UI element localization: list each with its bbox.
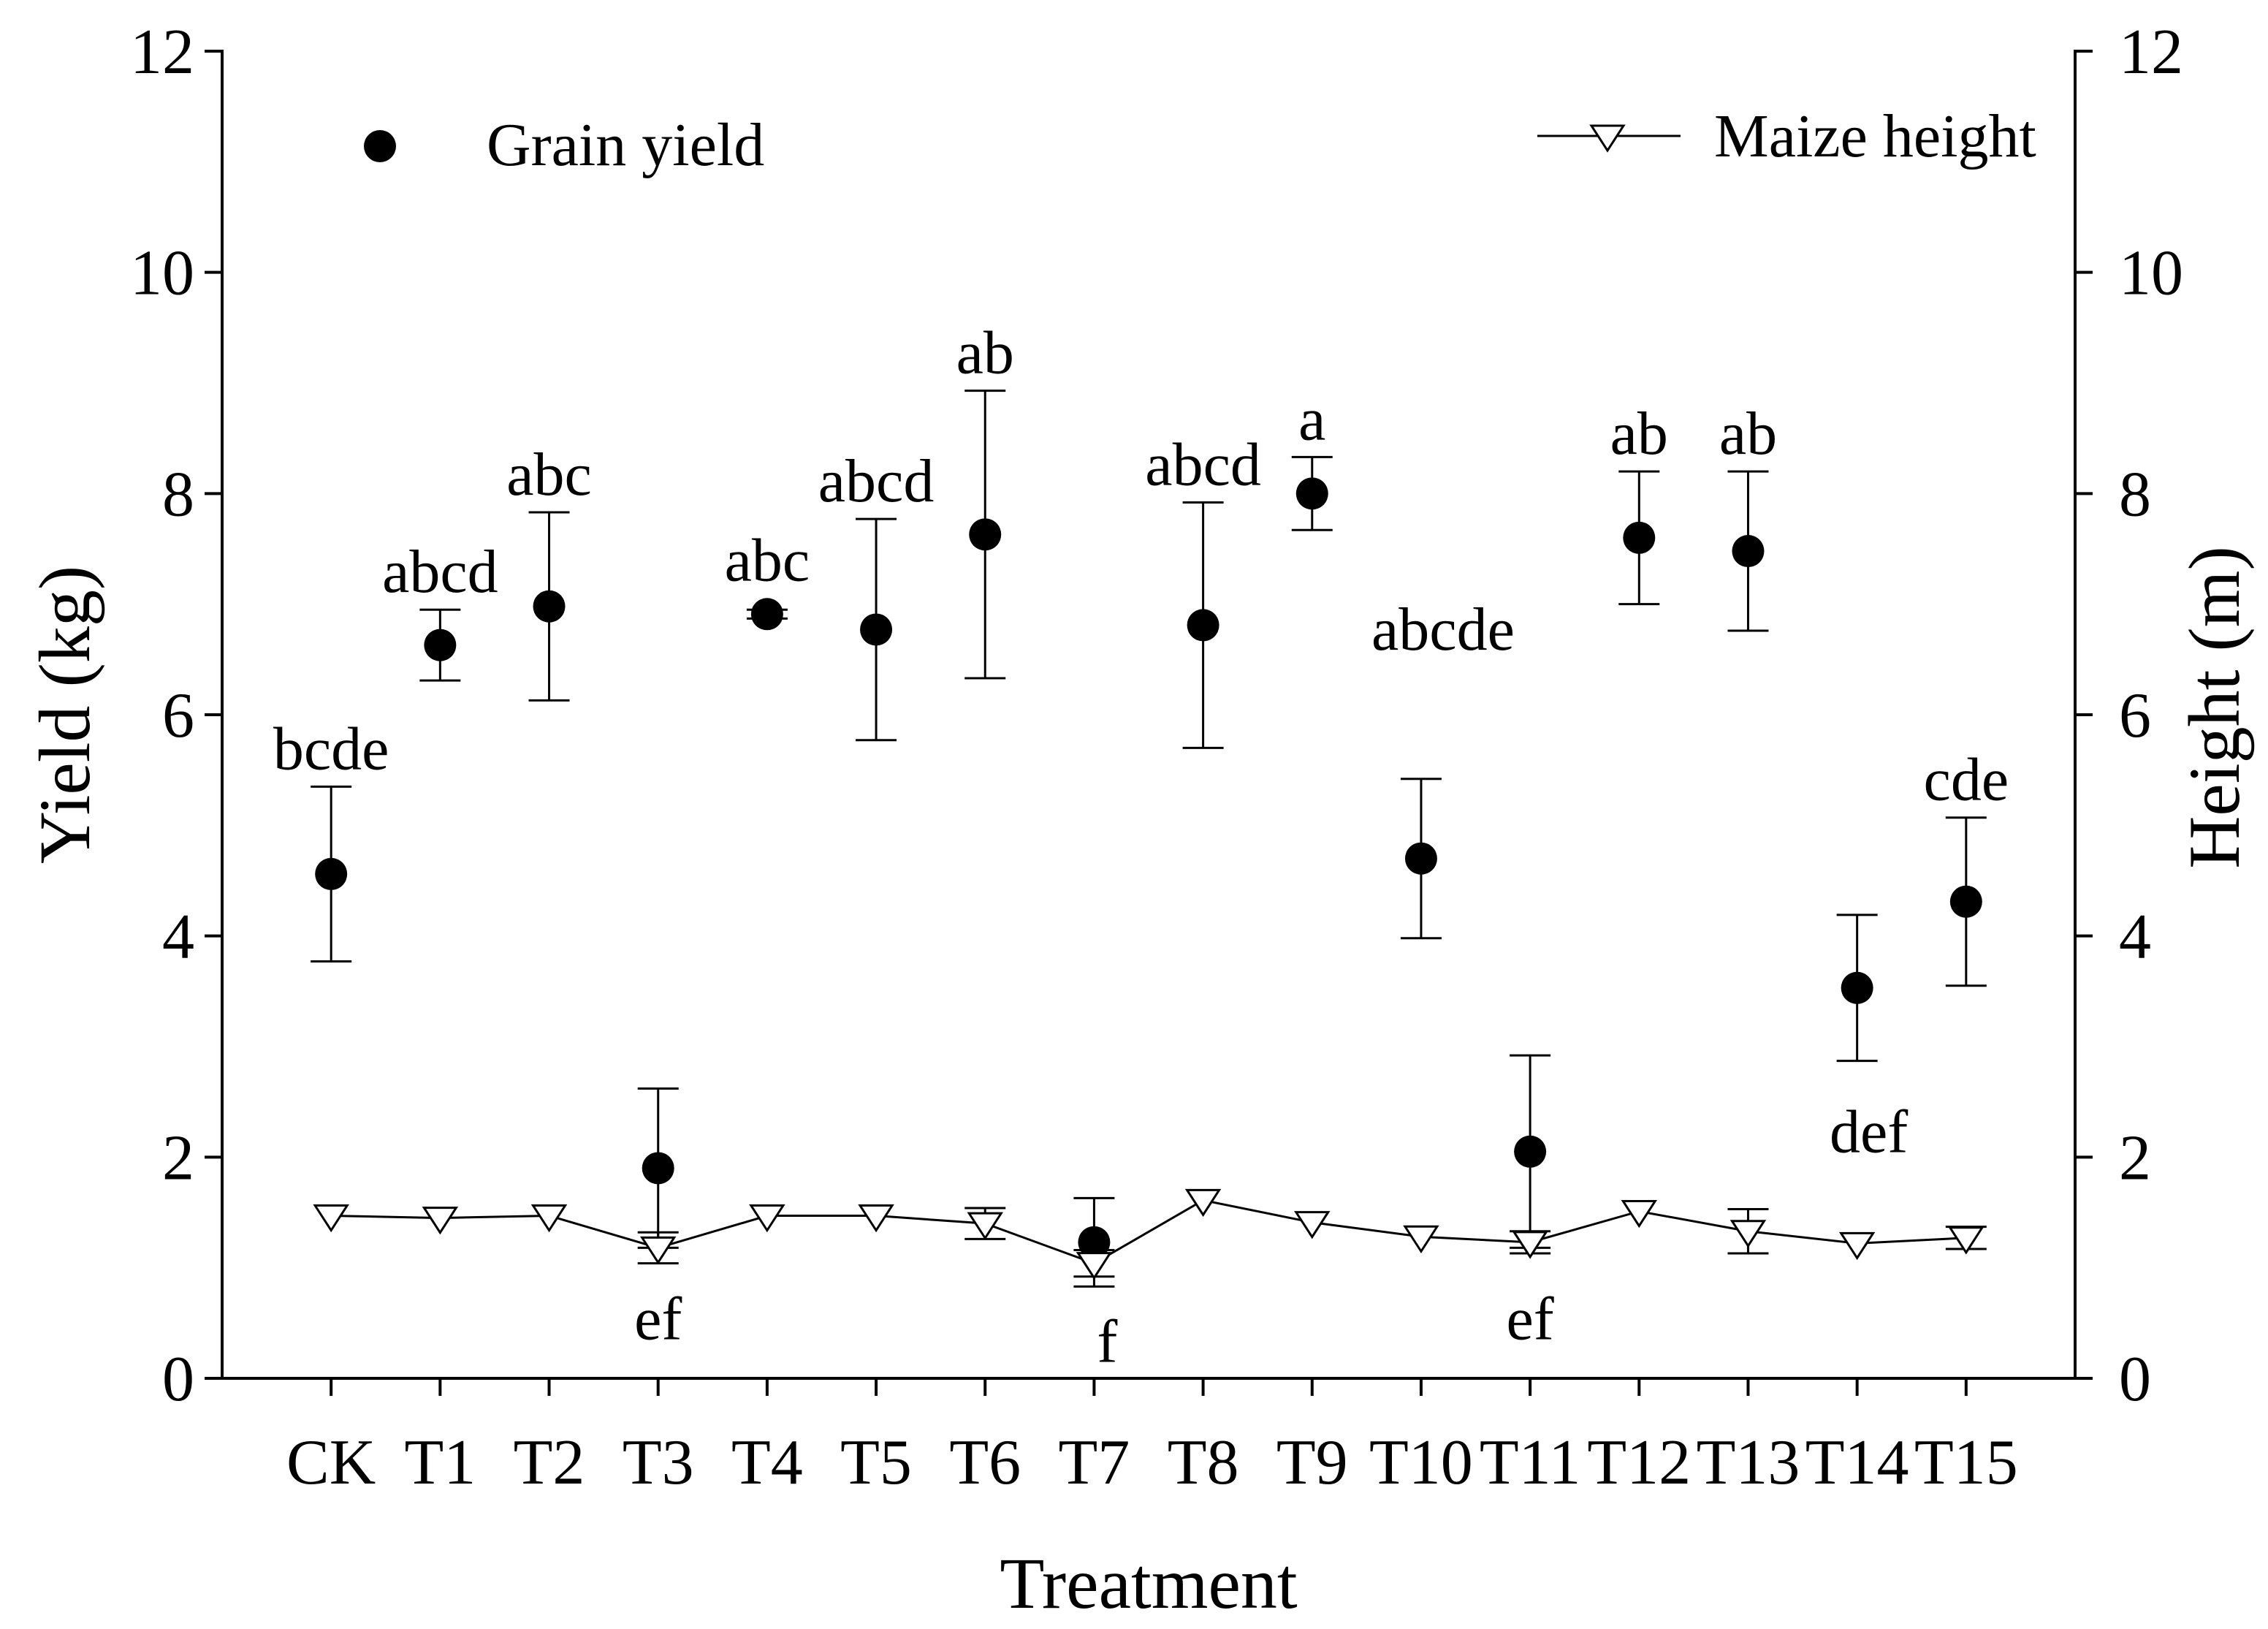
- left-y-axis-title: Yield (kg): [24, 566, 105, 864]
- x-tick-label: T12: [1587, 1427, 1691, 1498]
- legend-grain-yield: Grain yield: [364, 111, 764, 179]
- significance-letter: ab: [1719, 400, 1777, 468]
- x-tick-label: T13: [1697, 1427, 1800, 1498]
- significance-letter: abcd: [1145, 430, 1261, 498]
- significance-letter: bcde: [273, 715, 389, 783]
- x-tick-label: T2: [514, 1427, 585, 1498]
- x-tick-label: T6: [949, 1427, 1021, 1498]
- maize-height-point: [1948, 1226, 1984, 1255]
- right-y-tick-label: 8: [2119, 459, 2151, 530]
- grain-yield-point: [750, 598, 783, 631]
- grain-yield-point: [1623, 521, 1656, 554]
- right-y-tick-label: 6: [2119, 680, 2151, 751]
- significance-letter: ef: [634, 1285, 682, 1353]
- x-tick-label: T11: [1480, 1427, 1581, 1498]
- left-y-tick-label: 0: [162, 1344, 194, 1415]
- significance-letter: abc: [506, 441, 592, 509]
- maize-height-point: [749, 1204, 785, 1233]
- grain-yield-point: [1949, 885, 1982, 918]
- left-y-tick-label: 4: [162, 902, 194, 973]
- significance-letter: abcd: [382, 538, 498, 606]
- x-tick-label: T10: [1369, 1427, 1473, 1498]
- maize-height-point: [967, 1212, 1003, 1240]
- x-tick-label: T9: [1276, 1427, 1348, 1498]
- left-y-tick-label: 6: [162, 680, 194, 751]
- x-tick-label: T5: [840, 1427, 912, 1498]
- x-tick-label: T7: [1059, 1427, 1130, 1498]
- maize-height-point: [530, 1204, 568, 1233]
- significance-letter: abc: [725, 526, 810, 594]
- legend-maize-height: Maize height: [1537, 102, 2036, 170]
- maize-height-point: [1294, 1211, 1331, 1239]
- axes: 0 2 4 6 8 10 12 0 2 4 6 8 10 12 CK T1 T2 T3 T4 T5 T6 T7 T8 T9 T1…: [130, 17, 2183, 1498]
- maize-height-point: [1403, 1225, 1439, 1254]
- grain-yield-point: [1295, 477, 1328, 510]
- significance-letter: abcd: [818, 447, 935, 515]
- grain-yield-point: [1841, 971, 1873, 1004]
- left-y-tick-label: 2: [162, 1123, 194, 1193]
- x-tick-label: T15: [1914, 1427, 2018, 1498]
- maize-height-point: [858, 1204, 894, 1233]
- significance-letter: cde: [1924, 746, 2009, 814]
- grain-yield-point: [1404, 842, 1437, 875]
- maize-height-point: [1621, 1199, 1658, 1229]
- significance-letter: ab: [1610, 400, 1668, 468]
- right-y-tick-label: 4: [2119, 902, 2151, 973]
- legend-marker-open-triangle: [1589, 124, 1626, 153]
- maize-height-point: [1512, 1231, 1548, 1259]
- left-y-tick-label: 8: [162, 459, 194, 530]
- right-y-axis-title: Height (m): [2174, 546, 2255, 869]
- grain-yield-point: [315, 857, 348, 890]
- legend-marker-filled-circle: [364, 130, 396, 162]
- significance-letter: f: [1097, 1307, 1117, 1375]
- significance-letter: abcde: [1371, 596, 1515, 664]
- grain-yield-point: [533, 590, 566, 623]
- maize-height-point: [1838, 1231, 1876, 1261]
- right-y-tick-label: 0: [2119, 1344, 2151, 1415]
- significance-letter: ab: [956, 319, 1014, 387]
- maize-height-point: [422, 1207, 459, 1235]
- grain-yield-point: [642, 1152, 674, 1185]
- x-tick-label: CK: [286, 1427, 376, 1498]
- maize-height-point: [1184, 1188, 1222, 1218]
- right-y-tick-label: 12: [2119, 17, 2183, 88]
- maize-height-point: [313, 1204, 349, 1233]
- x-tick-label: T3: [623, 1427, 694, 1498]
- x-tick-label: T1: [404, 1427, 476, 1498]
- x-tick-label: T14: [1805, 1427, 1909, 1498]
- significance-letter: a: [1298, 385, 1325, 453]
- x-tick-label: T8: [1168, 1427, 1239, 1498]
- maize-height-point: [1729, 1220, 1767, 1248]
- left-y-tick-label: 10: [130, 238, 194, 309]
- legend-label-maize-height: Maize height: [1714, 102, 2036, 170]
- grain-yield-point: [860, 613, 893, 646]
- legend-label-grain-yield: Grain yield: [487, 111, 764, 179]
- maize-height-point: [639, 1236, 677, 1265]
- maize-height-point: [1076, 1252, 1113, 1280]
- left-y-tick-label: 12: [130, 17, 194, 88]
- x-tick-label: T4: [731, 1427, 803, 1498]
- maize-height-line: [331, 1199, 1966, 1265]
- grain-yield-point: [424, 629, 457, 661]
- grain-yield-point: [969, 518, 1002, 551]
- right-y-tick-label: 10: [2119, 238, 2183, 309]
- x-axis-title: Treatment: [1000, 1543, 1298, 1624]
- grain-yield-point: [1187, 609, 1219, 642]
- grain-yield-point: [1732, 535, 1765, 568]
- grain-yield-point: [1514, 1135, 1547, 1168]
- right-y-tick-label: 2: [2119, 1123, 2151, 1193]
- significance-letter: ef: [1506, 1285, 1553, 1353]
- significance-letter: def: [1830, 1098, 1908, 1166]
